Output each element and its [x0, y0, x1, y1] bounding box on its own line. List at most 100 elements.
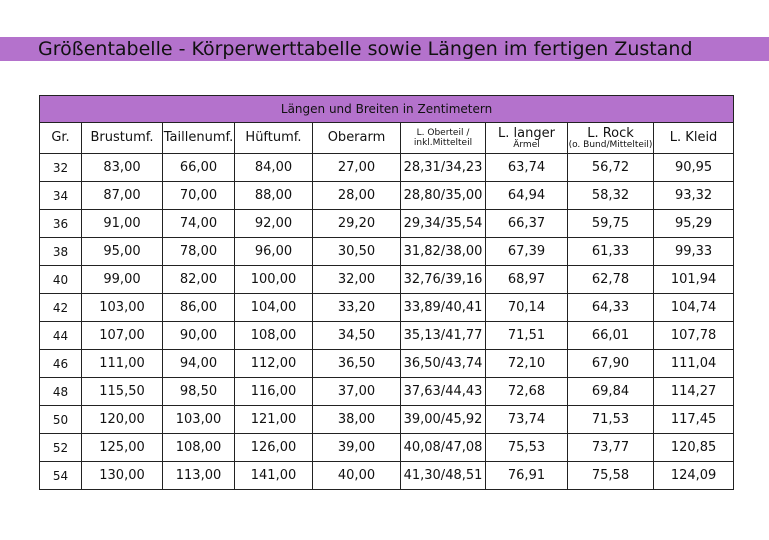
measurement-cell: 108,00: [234, 321, 313, 350]
measurement-cell: 58,32: [567, 181, 654, 210]
table-row: 54 130,00 113,00 141,00 40,00 41,30/48,51 76,9…: [39, 461, 735, 490]
column-header-label: L. langer: [498, 125, 555, 141]
table-row: 52 125,00 108,00 126,00 39,00 40,08/47,08 75,5…: [39, 433, 735, 462]
measurement-cell: 30,50: [312, 237, 401, 266]
measurement-cell: 98,50: [162, 377, 235, 406]
measurement-cell: 141,00: [234, 461, 313, 490]
measurement-cell: 32,76/39,16: [400, 265, 486, 294]
measurement-cell: 99,00: [81, 265, 163, 294]
table-row: 38 95,00 78,00 96,00 30,50 31,82/38,00 67,39 61…: [39, 237, 735, 266]
measurement-cell: 120,00: [81, 405, 163, 434]
measurement-cell: 40,00: [312, 461, 401, 490]
measurement-cell: 70,14: [485, 293, 568, 322]
measurement-cell: 91,00: [81, 209, 163, 238]
measurement-cell: 126,00: [234, 433, 313, 462]
measurement-cell: 34,50: [312, 321, 401, 350]
table-row: 42 103,00 86,00 104,00 33,20 33,89/40,41 70,14…: [39, 293, 735, 322]
column-header: Taillenumf.: [162, 122, 235, 154]
measurement-cell: 75,53: [485, 433, 568, 462]
table-row: 36 91,00 74,00 92,00 29,20 29,34/35,54 66,37 59…: [39, 209, 735, 238]
measurement-cell: 125,00: [81, 433, 163, 462]
measurement-cell: 104,00: [234, 293, 313, 322]
measurement-cell: 116,00: [234, 377, 313, 406]
size-cell: 54: [39, 461, 82, 490]
measurement-cell: 73,77: [567, 433, 654, 462]
measurement-cell: 115,50: [81, 377, 163, 406]
measurement-cell: 61,33: [567, 237, 654, 266]
measurement-cell: 93,32: [652, 181, 735, 210]
column-header-sublabel: (o. Bund/Mittelteil): [568, 139, 653, 150]
measurement-cell: 29,20: [312, 209, 401, 238]
size-cell: 44: [39, 321, 82, 350]
measurement-cell: 108,00: [162, 433, 235, 462]
measurement-cell: 40,08/47,08: [400, 433, 486, 462]
measurement-cell: 56,72: [567, 153, 654, 182]
size-cell: 50: [39, 405, 82, 434]
measurement-cell: 96,00: [234, 237, 313, 266]
measurement-cell: 107,78: [652, 321, 735, 350]
measurement-cell: 73,74: [485, 405, 568, 434]
size-cell: 38: [39, 237, 82, 266]
measurement-cell: 103,00: [162, 405, 235, 434]
column-header-sublabel: inkl.Mittelteil: [413, 138, 473, 148]
measurement-cell: 68,97: [485, 265, 568, 294]
measurement-cell: 86,00: [162, 293, 235, 322]
measurement-cell: 67,39: [485, 237, 568, 266]
measurement-cell: 64,33: [567, 293, 654, 322]
column-header-label: L. Rock: [587, 125, 634, 141]
measurement-cell: 99,33: [652, 237, 735, 266]
measurement-cell: 70,00: [162, 181, 235, 210]
measurement-cell: 66,01: [567, 321, 654, 350]
measurement-cell: 72,68: [485, 377, 568, 406]
measurement-cell: 69,84: [567, 377, 654, 406]
measurement-cell: 113,00: [162, 461, 235, 490]
measurement-cell: 111,00: [81, 349, 163, 378]
size-cell: 32: [39, 153, 82, 182]
column-header: L. Kleid: [652, 122, 735, 154]
measurement-cell: 39,00/45,92: [400, 405, 486, 434]
measurement-cell: 37,00: [312, 377, 401, 406]
measurement-cell: 35,13/41,77: [400, 321, 486, 350]
measurement-cell: 82,00: [162, 265, 235, 294]
measurement-cell: 71,51: [485, 321, 568, 350]
column-header: Gr.: [39, 122, 82, 154]
measurement-cell: 95,00: [81, 237, 163, 266]
measurement-cell: 78,00: [162, 237, 235, 266]
measurement-cell: 37,63/44,43: [400, 377, 486, 406]
table-band-header: Längen und Breiten in Zentimetern: [38, 95, 735, 123]
measurement-cell: 62,78: [567, 265, 654, 294]
table-body: 32 83,00 66,00 84,00 27,00 28,31/34,23 63,74 56…: [39, 153, 735, 490]
measurement-cell: 39,00: [312, 433, 401, 462]
measurement-cell: 63,74: [485, 153, 568, 182]
table-row: 48 115,50 98,50 116,00 37,00 37,63/44,43 72,68…: [39, 377, 735, 406]
measurement-cell: 117,45: [652, 405, 735, 434]
measurement-cell: 27,00: [312, 153, 401, 182]
measurement-cell: 90,00: [162, 321, 235, 350]
measurement-cell: 33,20: [312, 293, 401, 322]
measurement-cell: 92,00: [234, 209, 313, 238]
measurement-cell: 66,00: [162, 153, 235, 182]
measurement-cell: 75,58: [567, 461, 654, 490]
table-row: 50 120,00 103,00 121,00 38,00 39,00/45,92 73,7…: [39, 405, 735, 434]
measurement-cell: 76,91: [485, 461, 568, 490]
size-cell: 34: [39, 181, 82, 210]
column-header: L. Oberteil / inkl.Mittelteil: [400, 122, 486, 154]
column-header: L. langer Ärmel: [485, 122, 568, 154]
column-header: Oberarm: [312, 122, 401, 154]
measurement-cell: 41,30/48,51: [400, 461, 486, 490]
measurement-cell: 83,00: [81, 153, 163, 182]
measurement-cell: 112,00: [234, 349, 313, 378]
measurement-cell: 94,00: [162, 349, 235, 378]
measurement-cell: 104,74: [652, 293, 735, 322]
measurement-cell: 38,00: [312, 405, 401, 434]
measurement-cell: 100,00: [234, 265, 313, 294]
measurement-cell: 72,10: [485, 349, 568, 378]
measurement-cell: 28,00: [312, 181, 401, 210]
measurement-cell: 29,34/35,54: [400, 209, 486, 238]
measurement-cell: 121,00: [234, 405, 313, 434]
table-row: 40 99,00 82,00 100,00 32,00 32,76/39,16 68,97 6…: [39, 265, 735, 294]
measurement-cell: 28,31/34,23: [400, 153, 486, 182]
table-row: 34 87,00 70,00 88,00 28,00 28,80/35,00 64,94 58…: [39, 181, 735, 210]
measurement-cell: 32,00: [312, 265, 401, 294]
measurement-cell: 87,00: [81, 181, 163, 210]
